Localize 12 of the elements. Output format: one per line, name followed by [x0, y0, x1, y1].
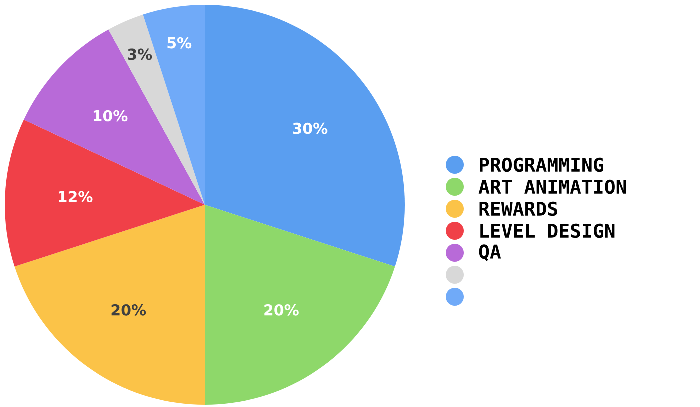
legend-label: REWARDS — [480, 202, 558, 216]
data-label: 20% — [112, 304, 146, 316]
legend-label: LEVEL DESIGN — [480, 224, 615, 238]
data-label: 3% — [128, 48, 152, 60]
data-label: 12% — [59, 191, 93, 203]
data-label: 30% — [293, 122, 328, 134]
data-label: 10% — [94, 110, 128, 122]
legend-label: QA — [479, 244, 502, 262]
legend-label: PROGRAMMING — [480, 158, 604, 172]
data-label: 20% — [264, 304, 299, 316]
legend-label: ART ANIMATION — [478, 180, 626, 194]
data-label: 5% — [168, 37, 192, 49]
